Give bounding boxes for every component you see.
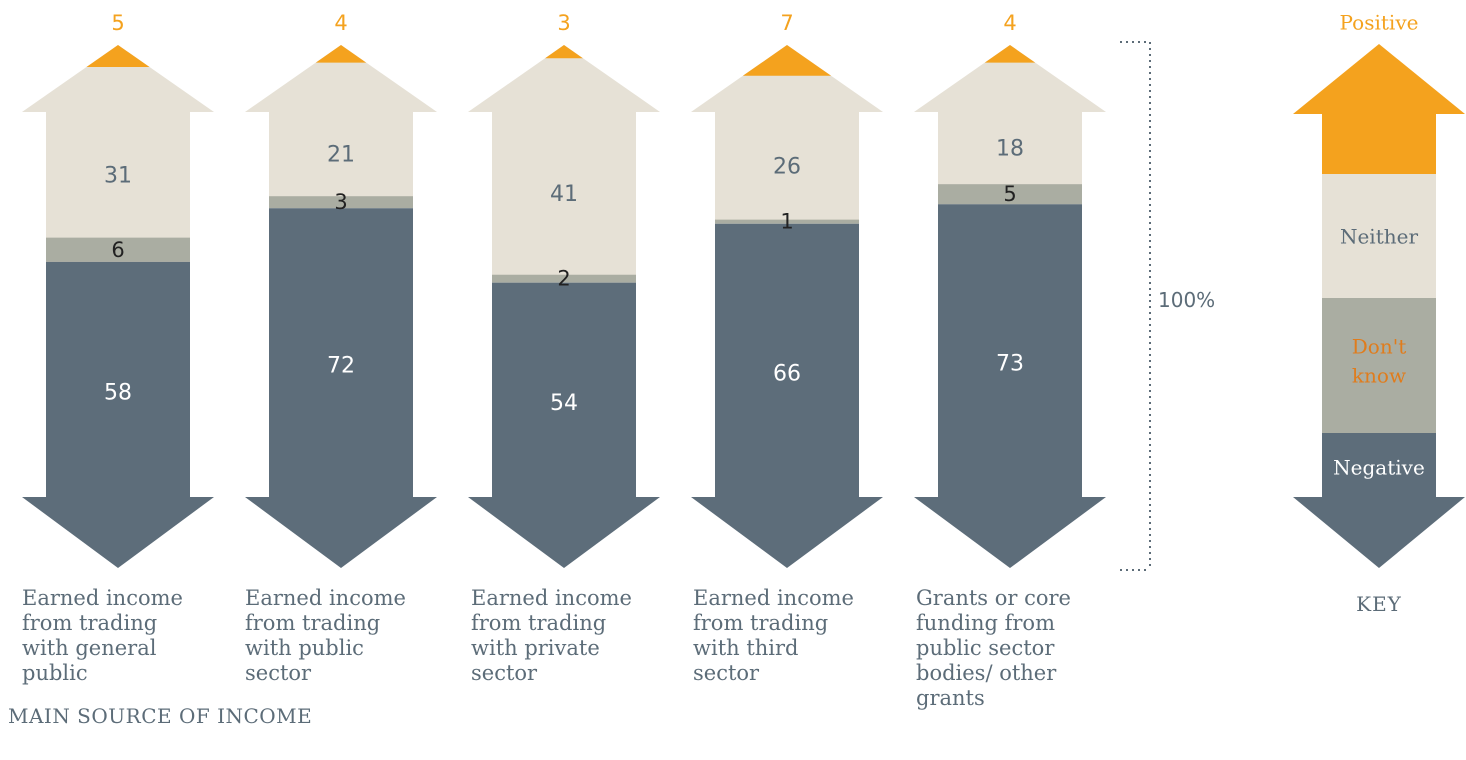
up-arrowhead — [22, 45, 214, 112]
bar-dont-know — [46, 237, 190, 262]
legend-label-neither: Neither — [1340, 225, 1418, 249]
key-positive-head — [1293, 44, 1465, 114]
category-label-line: Grants or core — [916, 586, 1071, 610]
bar-negative — [46, 261, 190, 498]
positive-cap — [742, 45, 832, 76]
category-label-line: with private — [471, 636, 600, 660]
category-label-line: Earned income — [22, 586, 183, 610]
bar-negative — [938, 204, 1082, 498]
bar-neither — [492, 111, 636, 276]
down-arrowhead — [22, 497, 214, 568]
positive-value-label: 4 — [334, 11, 347, 35]
category-label-line: Earned income — [693, 586, 854, 610]
positive-cap — [545, 45, 583, 59]
key-positive-swatch — [1322, 113, 1436, 174]
category-label: Grants or core funding from public sector b… — [916, 586, 1071, 711]
category-label-line: from trading — [471, 611, 607, 635]
negative-value-label: 73 — [996, 352, 1024, 377]
legend-title: KEY — [1356, 592, 1402, 616]
positive-value-label: 3 — [557, 11, 570, 35]
positive-cap — [315, 45, 367, 63]
category-label-line: from trading — [693, 611, 829, 635]
category-label-line: from trading — [245, 611, 381, 635]
category-label-line: sector — [245, 661, 312, 685]
category-label-line: funding from — [916, 611, 1055, 635]
dont-know-value-label: 3 — [334, 190, 347, 214]
negative-value-label: 54 — [550, 391, 578, 416]
category-label-line: Earned income — [245, 586, 406, 610]
neither-value-label: 26 — [773, 154, 801, 179]
bar-negative — [492, 282, 636, 498]
dont-know-value-label: 2 — [557, 267, 570, 291]
bar-neither — [269, 111, 413, 197]
category-label-line: sector — [471, 661, 538, 685]
key-negative-head — [1293, 497, 1465, 568]
x-axis-title: MAIN SOURCE OF INCOME — [8, 704, 313, 728]
category-label-line: from trading — [22, 611, 158, 635]
up-arrowhead — [691, 45, 883, 112]
positive-value-label: 5 — [111, 11, 124, 35]
category-label-line: with general — [22, 636, 157, 660]
negative-value-label: 72 — [327, 354, 355, 379]
positive-cap — [984, 45, 1036, 63]
neither-value-label: 18 — [996, 137, 1024, 162]
down-arrowhead — [691, 497, 883, 568]
bar-dont-know — [938, 184, 1082, 205]
positive-cap — [86, 45, 150, 67]
category-label: Earned income from trading with general pub… — [22, 586, 183, 686]
category-label-line: public — [22, 661, 88, 685]
category-label-line: bodies/ other — [916, 661, 1057, 685]
legend-label-dont-know: know — [1352, 364, 1406, 388]
scale-label: 100% — [1158, 288, 1216, 312]
dont-know-value-label: 1 — [780, 210, 793, 234]
bar-dont-know — [269, 196, 413, 209]
bar-dont-know — [492, 274, 636, 283]
neither-value-label: 41 — [550, 182, 578, 207]
down-arrowhead — [245, 497, 437, 568]
bar-neither — [46, 111, 190, 239]
down-arrowhead — [914, 497, 1106, 568]
dont-know-value-label: 5 — [1003, 182, 1016, 206]
bar-negative — [269, 208, 413, 498]
neither-value-label: 21 — [327, 143, 355, 168]
legend-label-positive: Positive — [1340, 11, 1419, 35]
dont-know-value-label: 6 — [111, 238, 124, 262]
negative-value-label: 58 — [104, 380, 132, 405]
negative-value-label: 66 — [773, 361, 801, 386]
category-label-line: Earned income — [471, 586, 632, 610]
up-arrowhead — [245, 45, 437, 112]
bar-dont-know — [715, 219, 859, 224]
category-label-line: public sector — [916, 636, 1055, 660]
category-label-line: grants — [916, 686, 985, 710]
key-negative-swatch — [1322, 433, 1436, 498]
down-arrowhead — [468, 497, 660, 568]
category-label-line: with public — [245, 636, 364, 660]
up-arrowhead — [468, 45, 660, 112]
positive-value-label: 4 — [1003, 11, 1016, 35]
up-arrowhead — [914, 45, 1106, 112]
category-label-line: with third — [693, 636, 799, 660]
category-label: Earned income from trading with third secto… — [693, 586, 854, 686]
neither-value-label: 31 — [104, 163, 132, 188]
bar-negative — [715, 223, 859, 498]
legend-label-dont-know: Don't — [1352, 335, 1407, 359]
category-label: Earned income from trading with private sec… — [471, 586, 632, 686]
category-label: Earned income from trading with public sect… — [245, 586, 406, 686]
legend-label-negative: Negative — [1333, 456, 1425, 480]
key-dont-know-swatch — [1322, 298, 1436, 433]
category-label-line: sector — [693, 661, 760, 685]
bar-neither — [938, 111, 1082, 185]
key-neither-swatch — [1322, 174, 1436, 298]
positive-value-label: 7 — [780, 11, 793, 35]
bar-neither — [715, 111, 859, 221]
